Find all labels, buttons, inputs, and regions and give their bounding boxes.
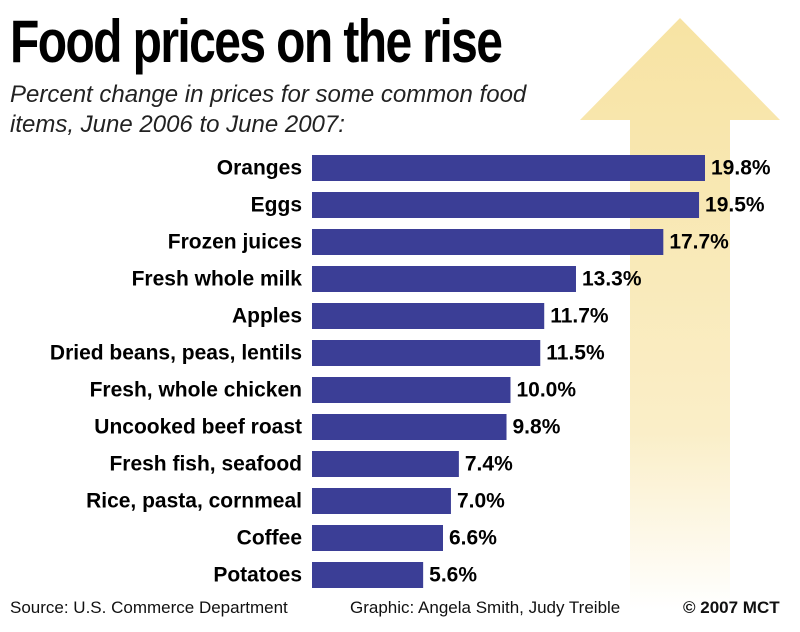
up-arrow-icon [580,18,780,610]
bar-10 [312,525,443,551]
bar-1 [312,192,700,218]
value-label-9: 7.0% [457,490,505,513]
value-label-0: 19.8% [711,157,771,180]
category-label-8: Fresh fish, seafood [109,453,302,476]
value-label-4: 11.7% [550,305,609,328]
bar-2 [312,229,664,255]
value-label-11: 5.6% [429,564,477,587]
chart-subtitle: Percent change in prices for some common… [10,81,527,138]
bars-layer: Oranges 19.8% Eggs 19.5% Frozen juices 17.7% F… [50,155,771,588]
category-label-0: Oranges [217,157,302,180]
bar-9 [312,488,451,514]
source-note: Source: U.S. Commerce Department [10,598,288,617]
value-label-8: 7.4% [465,453,513,476]
value-label-7: 9.8% [513,416,561,439]
value-label-2: 17.7% [669,231,729,254]
copyright-note: © 2007 MCT [683,598,780,617]
category-label-2: Frozen juices [168,231,302,254]
category-label-4: Apples [232,305,302,328]
chart-title: Food prices on the rise [10,8,503,75]
bar-11 [312,562,424,588]
category-label-7: Uncooked beef roast [94,416,302,439]
value-label-10: 6.6% [449,527,497,550]
value-label-3: 13.3% [582,268,642,291]
bar-0 [312,155,705,181]
bar-3 [312,266,576,292]
bar-5 [312,340,541,366]
category-label-10: Coffee [237,527,302,550]
graphic-credit: Graphic: Angela Smith, Judy Treible [350,598,621,617]
value-label-5: 11.5% [546,342,605,365]
category-label-6: Fresh, whole chicken [90,379,302,402]
bar-4 [312,303,545,329]
bar-8 [312,451,459,477]
value-label-6: 10.0% [516,379,576,402]
category-label-11: Potatoes [213,564,302,587]
category-label-3: Fresh whole milk [132,268,303,291]
value-label-1: 19.5% [705,194,765,217]
category-label-9: Rice, pasta, cornmeal [86,490,302,513]
bar-7 [312,414,507,440]
category-label-1: Eggs [251,194,302,217]
bar-6 [312,377,511,403]
category-label-5: Dried beans, peas, lentils [50,342,302,365]
